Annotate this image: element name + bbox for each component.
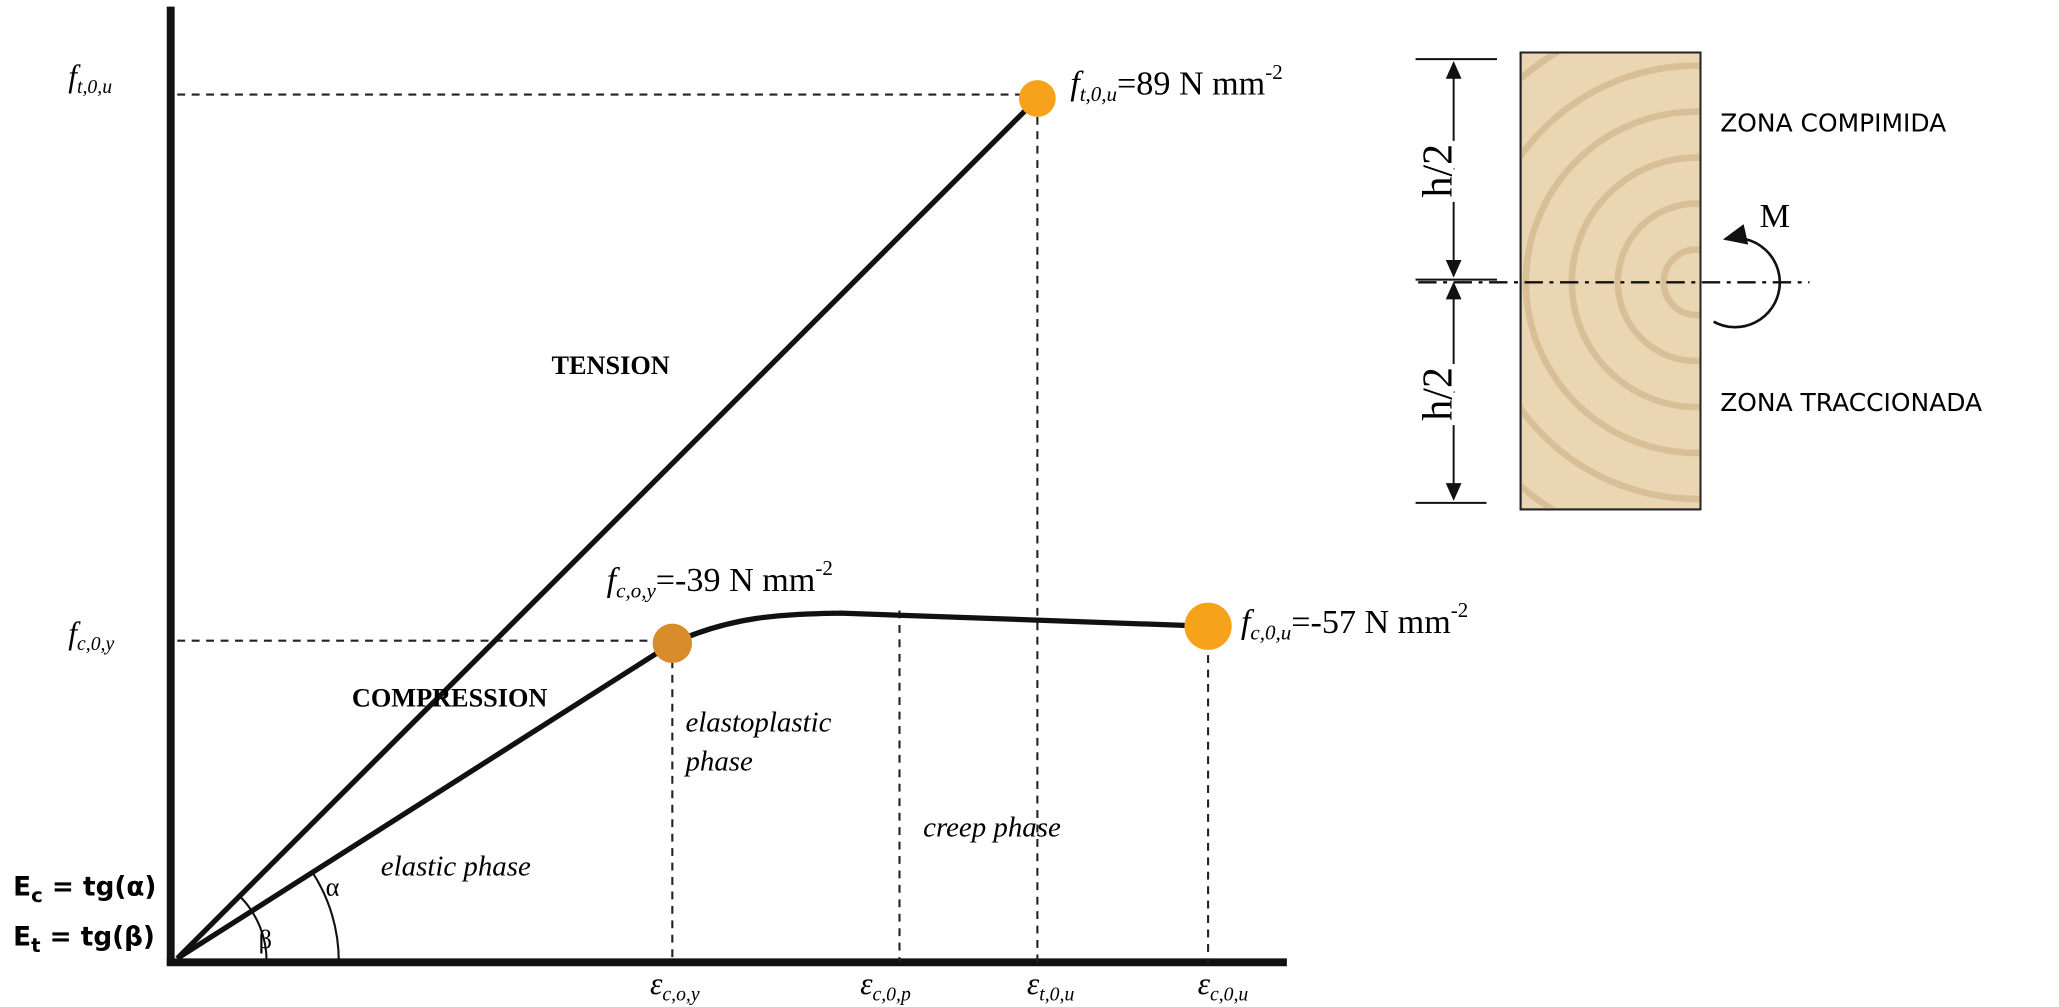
region-label: creep phase [923,811,1061,843]
point-label-text: =-39 N mm [656,562,816,599]
zone-label: ZONA COMPIMIDA [1720,108,1946,137]
region-label: TENSION [552,351,670,380]
moment-arrow [1713,224,1782,329]
point-label-sup: -2 [1265,60,1283,84]
dimension-ticks [1415,58,1497,504]
modulus-label: Ec = tg(α) [13,872,156,907]
y-label-sub: c,0,y [77,633,114,655]
point-label-text: =89 N mm [1117,66,1266,103]
height-label: h/2 [1415,144,1461,198]
stress-strain-diagram: ft,0,u fc,0,y εc,o,y εc,0,p εt,0,u εc,0,… [13,6,1468,1006]
zone-label: ZONA TRACCIONADA [1720,388,1982,417]
modulus-main: E [13,922,31,952]
modulus-label: Et = tg(β) [13,922,155,957]
compression-curve [175,610,1209,961]
region-label: phase [683,746,753,778]
point-label-sub: c,o,y [616,578,656,602]
height-label: h/2 [1415,367,1461,421]
x-label-main: ε [1027,966,1040,1001]
modulus-text: = tg(α) [43,872,157,902]
x-label-sub: c,0,p [873,983,911,1005]
point-label-sup: -2 [815,556,833,580]
section-outline [1519,51,1702,511]
y-label-sub: t,0,u [77,76,112,98]
x-label-main: ε [860,966,873,1001]
x-label-sub: c,0,u [1210,983,1248,1005]
modulus-main: E [13,872,31,902]
y-label: ft,0,u [68,59,112,99]
tension-line [175,96,1040,961]
x-label: εc,o,y [650,966,700,1006]
x-label-main: ε [1198,966,1211,1001]
point-label-sub: c,0,u [1250,620,1291,644]
moment-label: M [1760,198,1790,235]
x-label: εc,0,u [1198,966,1249,1006]
modulus-sub: t [31,934,40,957]
guide-lines [177,93,1210,963]
x-label-sub: t,0,u [1039,983,1074,1005]
point-marker [1018,80,1056,117]
x-label: εt,0,u [1027,966,1075,1006]
point-label: ft,0,u=89 N mm-2 [1070,60,1283,106]
point-marker [652,623,693,664]
point-label: fc,0,u=-57 N mm-2 [1241,598,1468,644]
modulus-text: = tg(β) [40,922,154,952]
angle-label: α [326,872,340,901]
region-label: elastoplastic [685,706,831,738]
beta-arc [239,895,268,963]
alpha-arc [310,869,340,963]
x-label-main: ε [650,966,663,1001]
angle-label: β [259,925,272,954]
point-label-text: =-57 N mm [1291,604,1451,641]
point-marker [1184,602,1232,650]
point-label-sup: -2 [1451,598,1469,622]
region-label: elastic phase [381,851,531,883]
x-label-sub: c,o,y [662,983,699,1005]
x-label: εc,0,p [860,966,911,1006]
point-label: fc,o,y=-39 N mm-2 [607,556,833,602]
region-label: COMPRESSION [352,683,547,712]
beam-section: h/2 h/2 M ZONA COMPIMIDA ZONA TRACCIONAD… [1410,51,1982,511]
modulus-sub: c [31,884,43,907]
y-label: fc,0,y [68,615,114,655]
point-label-sub: t,0,u [1080,82,1117,106]
